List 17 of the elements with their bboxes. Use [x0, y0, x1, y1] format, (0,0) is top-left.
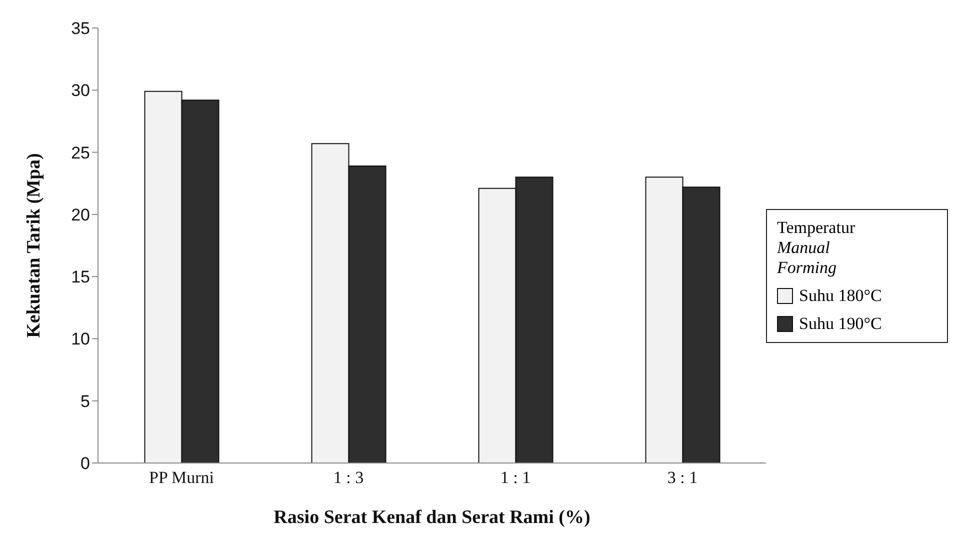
legend-title: Temperatur Manual Forming	[777, 218, 856, 278]
y-tick-label: 20	[71, 205, 90, 224]
x-axis-title: Rasio Serat Kenaf dan Serat Rami (%)	[274, 507, 590, 528]
x-tick-label: 1 : 3	[333, 468, 364, 488]
y-tick-label: 35	[71, 19, 90, 38]
x-tick-label: 3 : 1	[667, 468, 698, 488]
y-tick-label: 5	[80, 392, 90, 411]
legend-label: Suhu 180°C	[799, 286, 882, 306]
legend-label: Suhu 190°C	[799, 314, 882, 334]
y-tick-label: 10	[71, 330, 90, 349]
x-tick-label: 1 : 1	[500, 468, 531, 488]
y-tick-label: 15	[71, 268, 90, 287]
y-tick-label: 0	[80, 454, 90, 474]
y-tick-label: 25	[71, 143, 90, 162]
y-tick-label: 30	[71, 81, 90, 100]
y-axis-title: Kekuatan Tarik (Mpa)	[24, 153, 45, 338]
x-tick-label: PP Murni	[148, 468, 214, 488]
